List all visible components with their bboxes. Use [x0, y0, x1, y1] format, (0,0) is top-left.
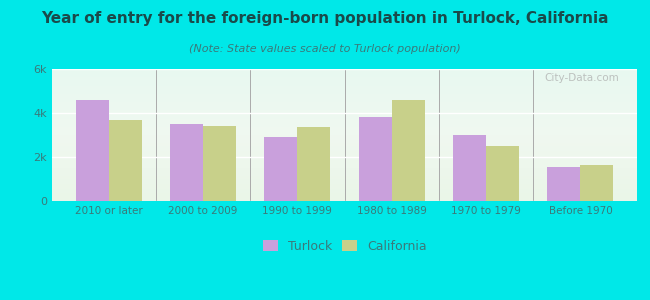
Bar: [453, 135, 486, 201]
Bar: [75, 100, 109, 201]
Bar: [392, 100, 424, 201]
Bar: [580, 165, 614, 201]
Bar: [359, 117, 392, 201]
Bar: [486, 146, 519, 201]
Bar: [265, 137, 297, 201]
Bar: [109, 120, 142, 201]
Bar: [547, 167, 580, 201]
Text: City-Data.com: City-Data.com: [545, 73, 619, 83]
Text: Year of entry for the foreign-born population in Turlock, California: Year of entry for the foreign-born popul…: [41, 11, 609, 26]
Text: (Note: State values scaled to Turlock population): (Note: State values scaled to Turlock po…: [189, 44, 461, 53]
Bar: [170, 124, 203, 201]
Bar: [203, 126, 236, 201]
Legend: Turlock, California: Turlock, California: [257, 235, 432, 258]
Bar: [297, 127, 330, 201]
